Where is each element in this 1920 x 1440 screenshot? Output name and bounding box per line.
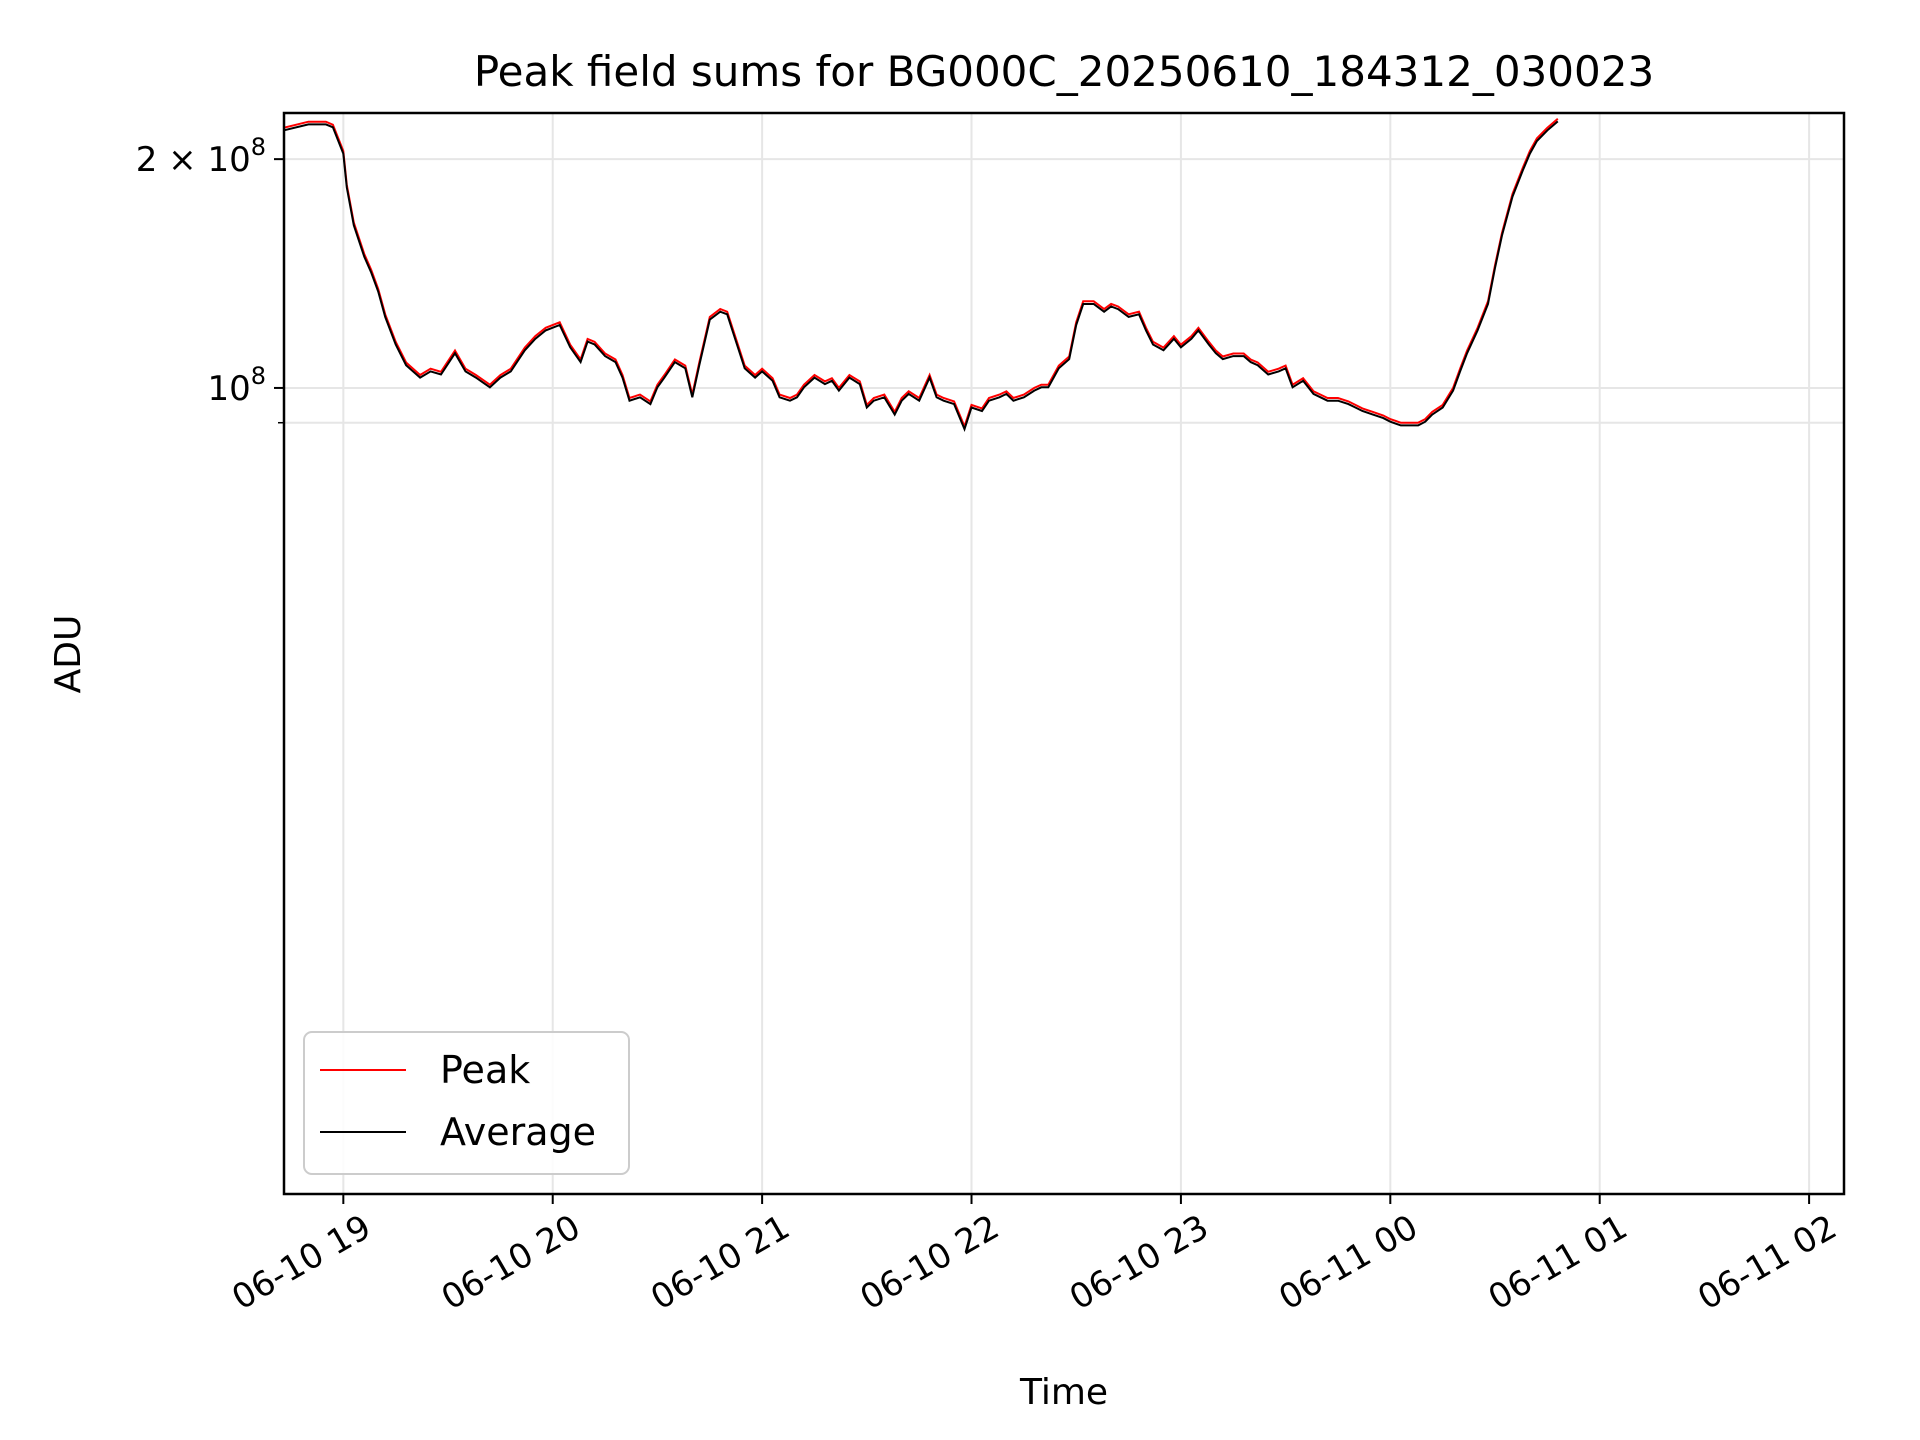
y-axis-label: ADU — [48, 615, 89, 694]
legend-box — [303, 1031, 630, 1175]
y-tick-label: 108 — [207, 362, 266, 409]
x-tick-label: 06-10 19 — [225, 1207, 377, 1318]
x-tick-label: 06-10 23 — [1063, 1207, 1215, 1318]
x-tick-label: 06-10 20 — [435, 1207, 587, 1318]
series-line-average — [283, 120, 1559, 432]
plot-frame — [282, 111, 1846, 1196]
legend: Peak Average — [303, 1031, 630, 1175]
x-axis-label: Time — [1019, 1372, 1108, 1413]
legend-label-average: Average — [440, 1110, 596, 1154]
x-tick-label: 06-11 02 — [1691, 1207, 1843, 1318]
chart-title: Peak field sums for BG000C_20250610_1843… — [474, 47, 1654, 96]
series-line-peak — [283, 118, 1559, 430]
chart-grid — [284, 113, 1844, 1194]
x-tick-label: 06-10 21 — [644, 1207, 796, 1318]
x-tick-label: 06-10 22 — [854, 1207, 1006, 1318]
y-axis: 108 2 × 108 — [136, 133, 284, 424]
x-tick-label: 06-11 00 — [1272, 1207, 1424, 1318]
y-tick-label: 2 × 108 — [136, 133, 266, 180]
plot-area — [283, 118, 1559, 432]
x-axis: 06-10 19 06-10 20 06-10 21 06-10 22 06-10 23… — [225, 1194, 1844, 1318]
x-tick-label: 06-11 01 — [1482, 1207, 1634, 1318]
legend-label-peak: Peak — [440, 1048, 530, 1092]
